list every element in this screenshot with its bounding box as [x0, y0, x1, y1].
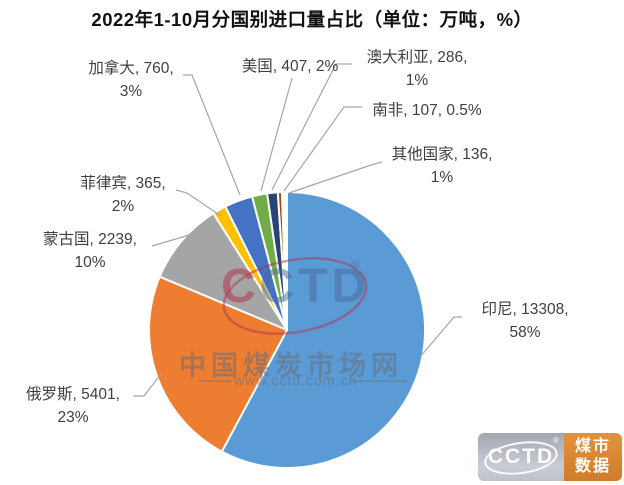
- data-label-line2: 3%: [119, 83, 143, 100]
- cctd-badge: CCTD ® 煤市 数据: [478, 433, 622, 481]
- data-label-line1: 其他国家, 136,: [391, 146, 493, 163]
- data-label-line1: 蒙古国, 2239,: [43, 231, 137, 248]
- data-label-russia: 俄罗斯, 5401, 23%: [10, 383, 136, 429]
- badge-logo-text: CCTD: [487, 445, 555, 468]
- data-label-line1: 俄罗斯, 5401,: [26, 386, 120, 403]
- data-label-line1: 南非, 107, 0.5%: [372, 102, 482, 119]
- data-label-south-africa: 南非, 107, 0.5%: [360, 99, 494, 122]
- data-label-line2: 1%: [430, 169, 454, 186]
- leader-line-indonesia: [419, 316, 462, 358]
- badge-name-line2: 数据: [574, 458, 611, 475]
- leader-line-philippines: [175, 189, 222, 217]
- data-label-indonesia: 印尼, 13308, 58%: [456, 298, 594, 344]
- leader-line-others: [288, 161, 383, 194]
- data-label-line2: 58%: [509, 324, 541, 341]
- leader-line-mongolia: [151, 230, 198, 247]
- data-label-line1: 澳大利亚, 286,: [366, 49, 468, 66]
- leader-lines-group: [133, 63, 462, 397]
- data-label-line2: 2%: [111, 198, 135, 215]
- data-label-australia: 澳大利亚, 286, 1%: [350, 46, 484, 92]
- leader-line-south-africa: [283, 106, 362, 192]
- badge-swoosh-icon: [484, 441, 558, 475]
- leader-line-australia: [271, 63, 352, 191]
- data-label-canada: 加拿大, 760, 3%: [68, 57, 194, 103]
- data-label-line1: 菲律宾, 365,: [80, 175, 166, 192]
- data-label-line1: 美国, 407, 2%: [241, 58, 339, 75]
- leader-line-russia: [133, 373, 162, 397]
- badge-name-line1: 煤市: [574, 438, 611, 455]
- data-label-usa: 美国, 407, 2%: [228, 55, 352, 78]
- chart-title: 2022年1-10月分国别进口量占比（单位：万吨，%）: [91, 9, 533, 30]
- data-label-line2: 10%: [74, 254, 106, 271]
- leader-line-usa: [260, 77, 293, 192]
- data-label-line2: 23%: [57, 409, 89, 426]
- badge-name-panel: 煤市 数据: [564, 433, 622, 481]
- data-label-line2: 1%: [405, 72, 429, 89]
- leader-line-canada: [183, 74, 241, 196]
- data-label-line1: 印尼, 13308,: [481, 301, 569, 318]
- data-label-mongolia: 蒙古国, 2239, 10%: [24, 228, 156, 274]
- data-label-line1: 加拿大, 760,: [88, 60, 174, 77]
- data-label-philippines: 菲律宾, 365, 2%: [64, 172, 182, 218]
- data-label-others: 其他国家, 136, 1%: [378, 143, 506, 189]
- badge-registered-mark: ®: [553, 436, 559, 445]
- badge-logo-panel: CCTD ®: [478, 433, 564, 481]
